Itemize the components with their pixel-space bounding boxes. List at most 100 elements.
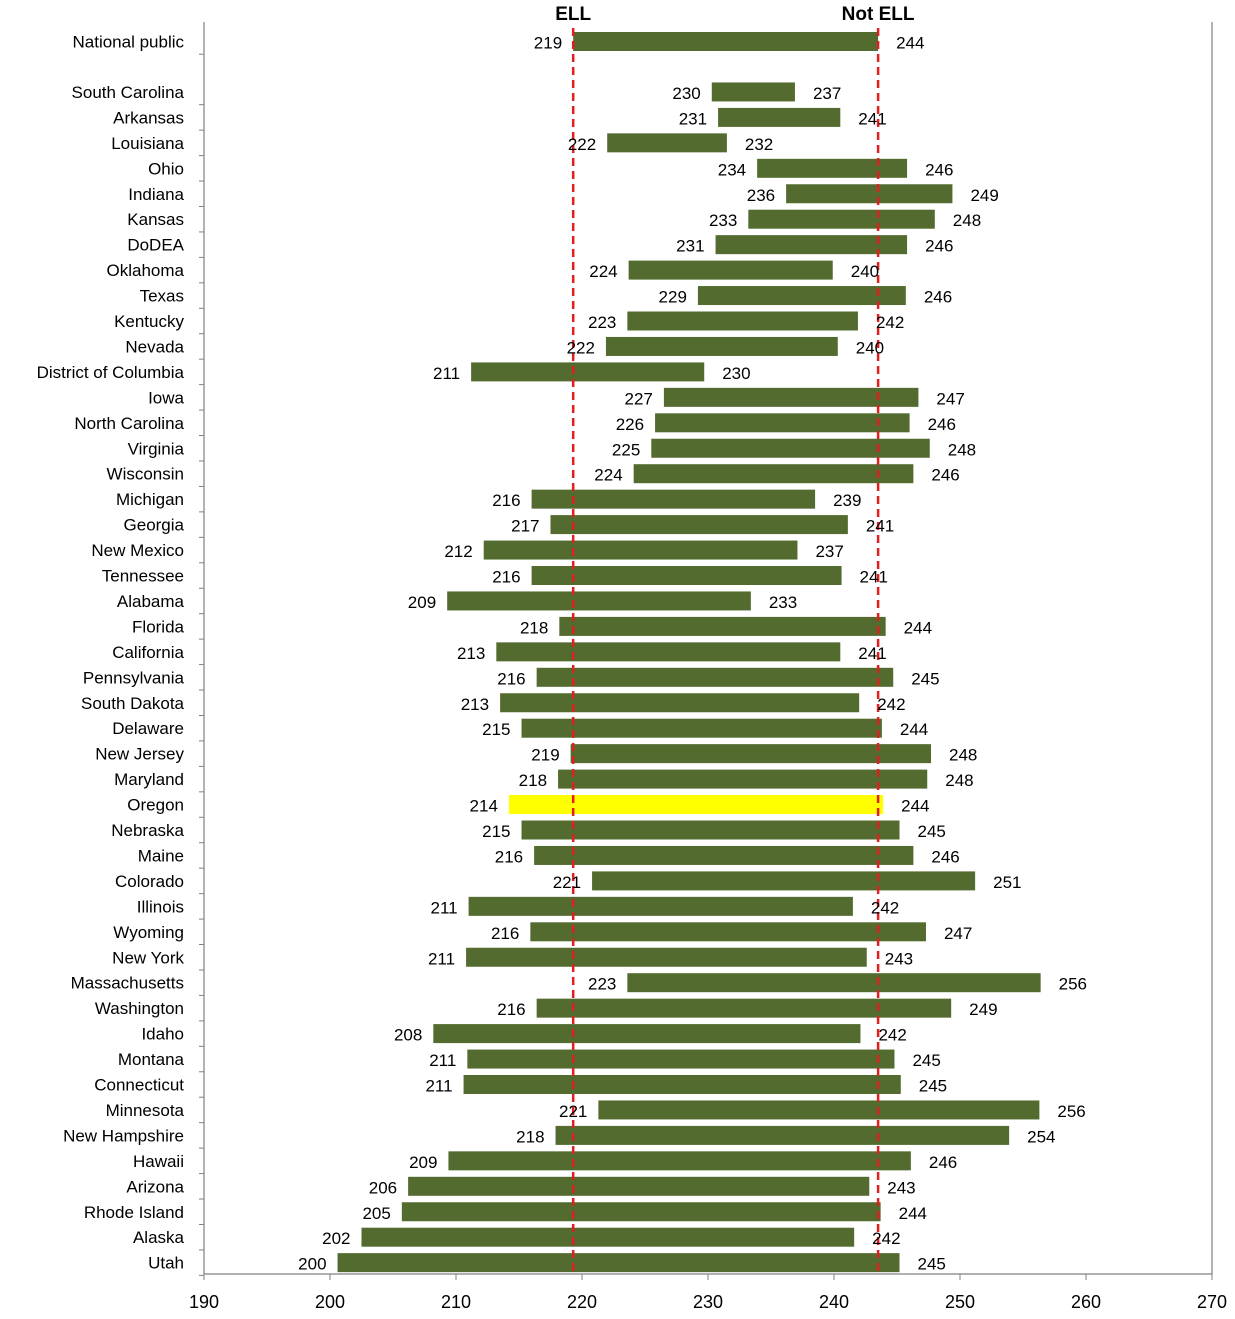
not-ell-value-label: 244 (899, 1204, 927, 1223)
bar (627, 311, 858, 331)
category-label: Oregon (127, 796, 184, 815)
category-label: Tennessee (102, 567, 184, 586)
ell-value-label: 222 (568, 135, 596, 154)
ell-value-label: 200 (298, 1255, 326, 1274)
ell-value-label: 212 (444, 542, 472, 561)
ell-value-label: 208 (394, 1026, 422, 1045)
ell-value-label: 213 (457, 644, 485, 663)
bar (655, 413, 910, 433)
ell-value-label: 225 (612, 440, 640, 459)
bar (573, 32, 879, 51)
ell-value-label: 214 (470, 797, 498, 816)
not-ell-value-label: 233 (769, 593, 797, 612)
not-ell-value-label: 245 (912, 1051, 940, 1070)
category-label: Washington (95, 999, 184, 1018)
category-label: DoDEA (127, 236, 184, 255)
not-ell-value-label: 244 (896, 34, 924, 53)
not-ell-value-label: 242 (871, 898, 899, 917)
bar (448, 1151, 911, 1171)
bar (559, 616, 886, 636)
category-label: Connecticut (94, 1076, 184, 1095)
not-ell-value-label: 247 (944, 924, 972, 943)
category-label: Minnesota (106, 1101, 185, 1120)
not-ell-value-label: 246 (928, 415, 956, 434)
ell-value-label: 218 (520, 618, 548, 637)
bar (757, 158, 908, 178)
category-label: Iowa (148, 388, 184, 407)
not-ell-value-label: 246 (925, 237, 953, 256)
not-ell-value-label: 254 (1027, 1127, 1055, 1146)
x-tick-label: 220 (567, 1292, 597, 1312)
bar (536, 998, 952, 1018)
category-label: Nevada (125, 337, 184, 356)
ell-value-label: 202 (322, 1229, 350, 1248)
not-ell-value-label: 230 (722, 364, 750, 383)
ell-value-label: 209 (409, 1153, 437, 1172)
bar (500, 693, 860, 713)
bar (337, 1253, 900, 1273)
category-label: South Dakota (81, 694, 185, 713)
bars (337, 32, 1041, 1273)
ell-value-label: 226 (616, 415, 644, 434)
not-ell-value-label: 248 (949, 746, 977, 765)
category-label: National public (72, 33, 184, 52)
category-label: Kansas (127, 210, 184, 229)
ell-value-label: 223 (588, 313, 616, 332)
bar (550, 515, 848, 535)
not-ell-value-label: 251 (993, 873, 1021, 892)
ell-value-label: 230 (672, 84, 700, 103)
bar (592, 871, 976, 891)
bar (433, 1024, 861, 1044)
bar (607, 133, 727, 153)
bar (534, 845, 914, 865)
bar-highlight (508, 795, 884, 815)
bar (605, 336, 838, 356)
category-label: New York (112, 948, 184, 967)
category-label: District of Columbia (37, 363, 185, 382)
x-tick-label: 200 (315, 1292, 345, 1312)
category-label: Oklahoma (107, 261, 185, 280)
category-labels: National public South Carolina Arkansas Lou… (37, 33, 185, 1273)
category-label: Massachusetts (71, 974, 184, 993)
not-ell-value-label: 247 (936, 389, 964, 408)
not-ell-value-label: 248 (953, 211, 981, 230)
category-label: Rhode Island (84, 1203, 184, 1222)
category-label: New Mexico (91, 541, 184, 560)
ell-value-label: 209 (408, 593, 436, 612)
category-label: North Carolina (74, 414, 184, 433)
not-ell-value-label: 245 (911, 669, 939, 688)
bar (715, 235, 908, 255)
category-label: Georgia (124, 516, 185, 535)
not-ell-value-label: 241 (858, 109, 886, 128)
not-ell-value-label: 240 (856, 338, 884, 357)
ell-value-label: 224 (589, 262, 617, 281)
not-ell-value-label: 237 (815, 542, 843, 561)
bar (521, 820, 900, 840)
not-ell-value-label: 232 (745, 135, 773, 154)
value-labels: 219 244 230 237 231 241 222 232 234 246 236 249 233 2… (298, 34, 1087, 1274)
plot-frame (199, 22, 1213, 1276)
category-label: Illinois (137, 897, 184, 916)
category-label: Wisconsin (107, 465, 184, 484)
category-label: Indiana (128, 185, 184, 204)
not-ell-value-label: 245 (918, 822, 946, 841)
ell-value-label: 233 (709, 211, 737, 230)
not-ell-value-label: 242 (876, 313, 904, 332)
not-ell-reference-label: Not ELL (842, 4, 915, 25)
ell-value-label: 211 (429, 1051, 456, 1070)
category-label: Arizona (126, 1177, 184, 1196)
not-ell-value-label: 239 (833, 491, 861, 510)
bar (467, 1049, 895, 1069)
not-ell-value-label: 249 (969, 1000, 997, 1019)
x-tick-label: 240 (819, 1292, 849, 1312)
x-tick-label: 230 (693, 1292, 723, 1312)
x-tick-label: 270 (1197, 1292, 1227, 1312)
not-ell-value-label: 248 (945, 771, 973, 790)
category-label: Nebraska (111, 821, 184, 840)
ell-value-label: 211 (433, 364, 460, 383)
not-ell-value-label: 237 (813, 84, 841, 103)
ell-value-label: 216 (491, 924, 519, 943)
category-label: Arkansas (113, 108, 184, 127)
x-tick-label: 250 (945, 1292, 975, 1312)
